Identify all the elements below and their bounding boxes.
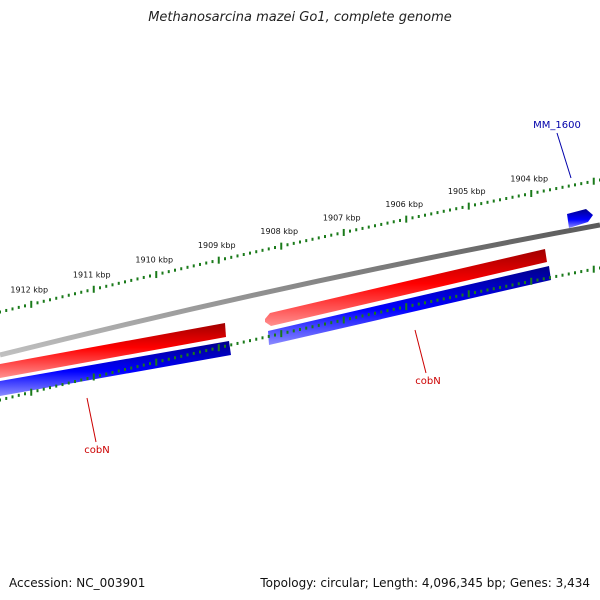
leader-cobN-left [86, 397, 97, 443]
map-title: Methanosarcina mazei Go1, complete genom… [148, 10, 452, 25]
kbp-tick-label: 1905 kbp [448, 187, 486, 196]
outer-ruler [0, 177, 600, 314]
gene-label-cobN-left[interactable]: cobN [84, 445, 109, 456]
leader-cobN-right [414, 329, 427, 374]
gene-MM_1600[interactable] [567, 209, 593, 228]
kbp-labels: 1912 kbp 1911 kbp 1910 kbp 1909 kbp 1908 kbp… [10, 175, 548, 295]
genome-backbone [0, 222, 600, 358]
kbp-tick-label: 1912 kbp [10, 285, 48, 294]
kbp-tick-label: 1906 kbp [385, 200, 423, 209]
topology-text: Topology: circular; Length: 4,096,345 bp… [260, 576, 590, 590]
gene-label-cobN-right[interactable]: cobN [415, 376, 440, 387]
gene-cobN-reverse-right[interactable] [265, 249, 547, 326]
kbp-tick-label: 1907 kbp [323, 213, 361, 222]
leader-MM_1600 [556, 132, 572, 179]
kbp-tick-label: 1910 kbp [135, 256, 173, 265]
gene-cobN-forward-right[interactable] [268, 266, 551, 345]
kbp-tick-label: 1908 kbp [260, 227, 298, 236]
kbp-tick-label: 1911 kbp [73, 270, 111, 279]
gene-cobN-forward-left[interactable] [0, 341, 231, 396]
gene-cobN-reverse-left[interactable] [0, 323, 226, 378]
accession-text: Accession: NC_003901 [9, 576, 146, 590]
gene-label-MM_1600[interactable]: MM_1600 [533, 120, 581, 131]
kbp-tick-label: 1904 kbp [510, 175, 548, 184]
inner-ruler [0, 265, 600, 402]
kbp-tick-label: 1909 kbp [198, 241, 236, 250]
